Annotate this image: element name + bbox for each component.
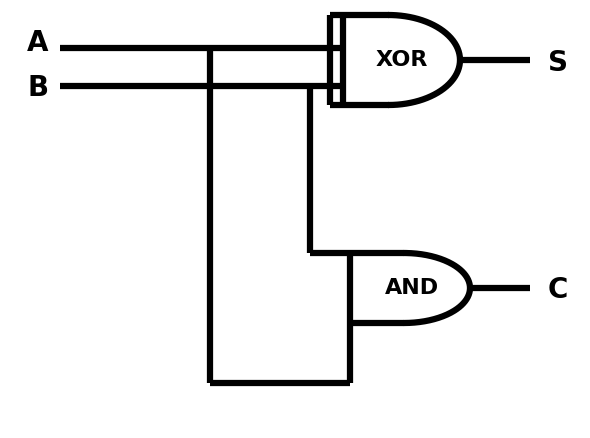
Text: XOR: XOR	[375, 50, 428, 70]
Text: S: S	[548, 49, 568, 77]
Text: AND: AND	[385, 278, 440, 298]
Text: A: A	[27, 29, 49, 57]
Text: B: B	[28, 74, 48, 102]
Text: C: C	[548, 276, 568, 304]
